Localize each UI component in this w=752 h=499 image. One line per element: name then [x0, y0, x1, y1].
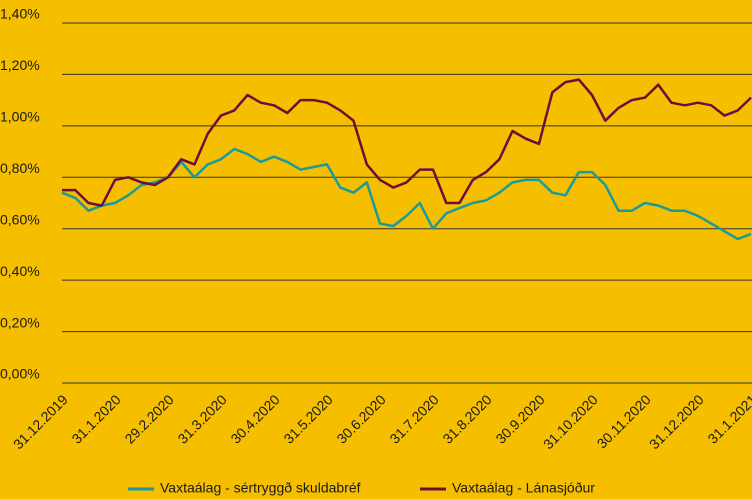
y-tick-label: 0,80% — [0, 160, 40, 176]
x-tick-label: 31.8.2020 — [439, 391, 495, 447]
y-tick-label: 1,40% — [0, 6, 40, 22]
x-tick-label: 31.10.2020 — [540, 391, 601, 452]
y-tick-label: 0,20% — [0, 314, 40, 330]
y-tick-label: 1,00% — [0, 109, 40, 125]
x-tick-label: 30.6.2020 — [333, 391, 389, 447]
x-tick-label: 29.2.2020 — [121, 391, 177, 447]
series-line — [62, 78, 752, 207]
legend-label: Vaxtaálag - Lánasjóður — [452, 480, 595, 496]
y-tick-label: 0,60% — [0, 211, 40, 227]
x-tick-label: 31.7.2020 — [386, 391, 442, 447]
x-tick-label: 30.9.2020 — [492, 391, 548, 447]
y-tick-label: 0,40% — [0, 263, 40, 279]
x-tick-label: 31.1.2021 — [704, 391, 752, 447]
series-line — [61, 147, 752, 241]
legend-label: Vaxtaálag - sértryggð skuldabréf — [160, 480, 361, 496]
x-tick-label: 31.12.2020 — [646, 391, 707, 452]
x-tick-label: 30.11.2020 — [594, 391, 654, 451]
x-tick-label: 31.1.2020 — [68, 391, 124, 447]
y-tick-label: 0,00% — [0, 366, 40, 382]
y-tick-label: 1,20% — [0, 57, 40, 73]
x-tick-label: 31.5.2020 — [280, 391, 336, 447]
x-tick-label: 30.4.2020 — [227, 391, 283, 447]
x-tick-label: 31.3.2020 — [174, 391, 230, 447]
x-tick-label: 31.12.2019 — [10, 391, 71, 452]
